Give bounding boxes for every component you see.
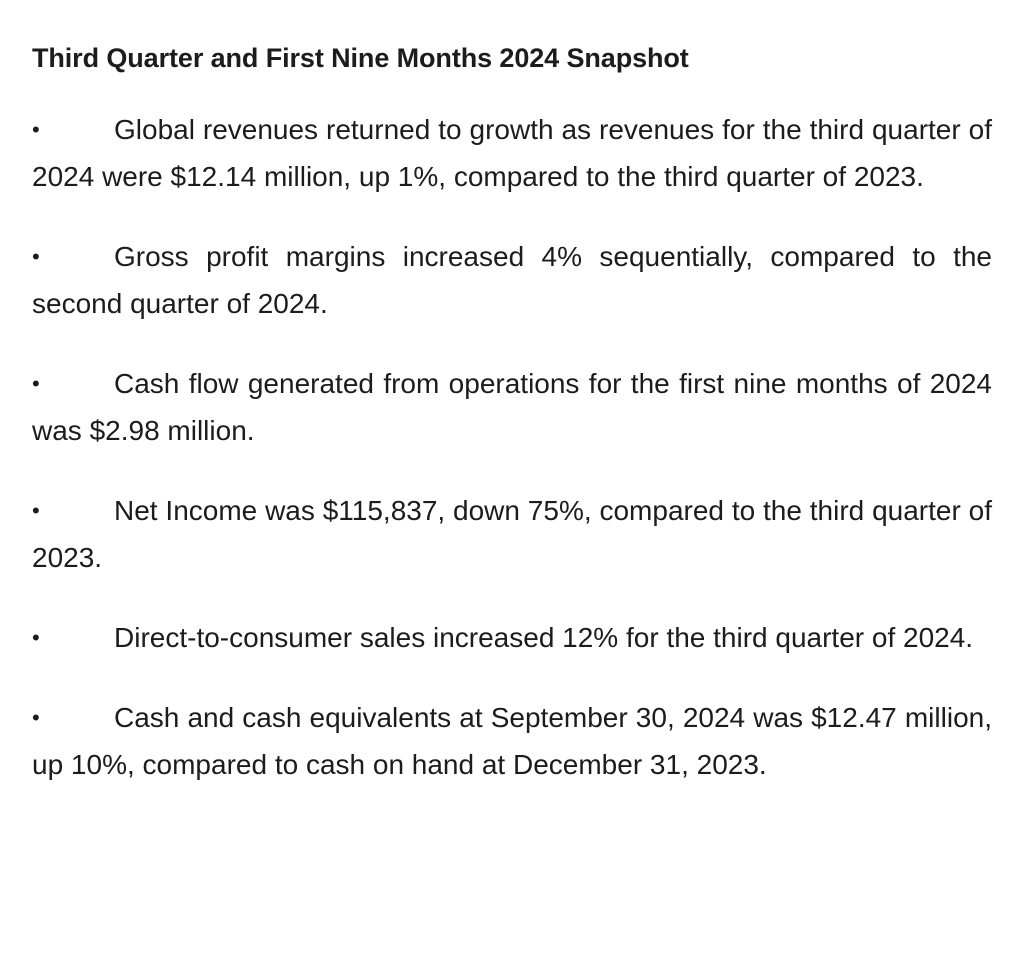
bullet-icon: • <box>32 625 40 650</box>
bullet-icon: • <box>32 371 40 396</box>
list-item-text: Gross profit margins increased 4% sequen… <box>32 241 992 319</box>
list-item-text: Cash flow generated from operations for … <box>32 368 992 446</box>
list-item: • Cash flow generated from operations for… <box>32 360 992 454</box>
bullet-icon: • <box>32 705 40 730</box>
bullet-icon: • <box>32 117 40 142</box>
list-item: • Net Income was $115,837, down 75%, comp… <box>32 487 992 581</box>
snapshot-list: • Global revenues returned to growth as r… <box>32 106 992 788</box>
list-item-text: Cash and cash equivalents at September 3… <box>32 702 992 780</box>
list-item: • Cash and cash equivalents at September … <box>32 694 992 788</box>
list-item-text: Direct-to-consumer sales increased 12% f… <box>114 622 974 653</box>
bullet-icon: • <box>32 498 40 523</box>
list-item-text: Global revenues returned to growth as re… <box>32 114 992 192</box>
list-item: • Global revenues returned to growth as r… <box>32 106 992 200</box>
page-title: Third Quarter and First Nine Months 2024… <box>32 43 689 73</box>
list-item: • Direct-to-consumer sales increased 12% … <box>32 614 992 661</box>
list-item: • Gross profit margins increased 4% seque… <box>32 233 992 327</box>
list-item-text: Net Income was $115,837, down 75%, compa… <box>32 495 992 573</box>
bullet-icon: • <box>32 244 40 269</box>
